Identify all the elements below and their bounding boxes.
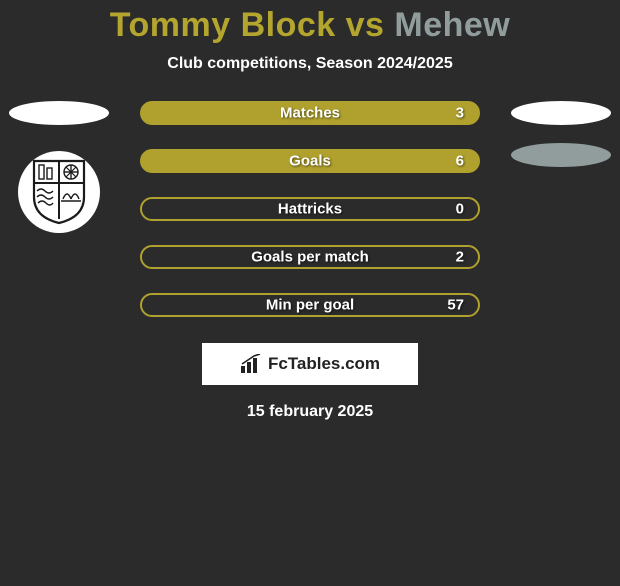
player1-oval	[9, 101, 109, 125]
title-player1: Tommy Block	[110, 6, 336, 44]
stat-row-hattricks: Hattricks 0	[140, 197, 480, 221]
club-badge	[18, 151, 100, 233]
stat-value: 3	[456, 105, 464, 122]
stat-label: Hattricks	[278, 201, 342, 218]
footer-date: 15 february 2025	[0, 403, 620, 421]
content-area: Matches 3 Goals 6 Hattricks 0 Goals per …	[0, 101, 620, 421]
title-vs: vs	[336, 6, 395, 44]
stat-label: Matches	[280, 105, 340, 122]
stat-label: Min per goal	[266, 297, 354, 314]
stat-value: 2	[456, 249, 464, 266]
stat-label: Goals	[289, 153, 331, 170]
stats-list: Matches 3 Goals 6 Hattricks 0 Goals per …	[140, 101, 480, 317]
stat-label: Goals per match	[251, 249, 369, 266]
player2-oval-1	[511, 101, 611, 125]
chart-icon	[240, 354, 262, 374]
stat-value: 0	[456, 201, 464, 218]
stat-value: 57	[447, 297, 464, 314]
stat-row-goals-per-match: Goals per match 2	[140, 245, 480, 269]
stat-row-min-per-goal: Min per goal 57	[140, 293, 480, 317]
title-player2: Mehew	[394, 6, 510, 44]
left-side-column	[4, 101, 114, 233]
brand-text: FcTables.com	[268, 354, 380, 374]
stat-row-goals: Goals 6	[140, 149, 480, 173]
stat-row-matches: Matches 3	[140, 101, 480, 125]
brand-box: FcTables.com	[202, 343, 418, 385]
stat-value: 6	[456, 153, 464, 170]
shield-icon	[30, 159, 88, 225]
page-title: Tommy Block vs Mehew	[0, 6, 620, 45]
player2-oval-2	[511, 143, 611, 167]
right-side-column	[506, 101, 616, 167]
subtitle: Club competitions, Season 2024/2025	[0, 55, 620, 73]
